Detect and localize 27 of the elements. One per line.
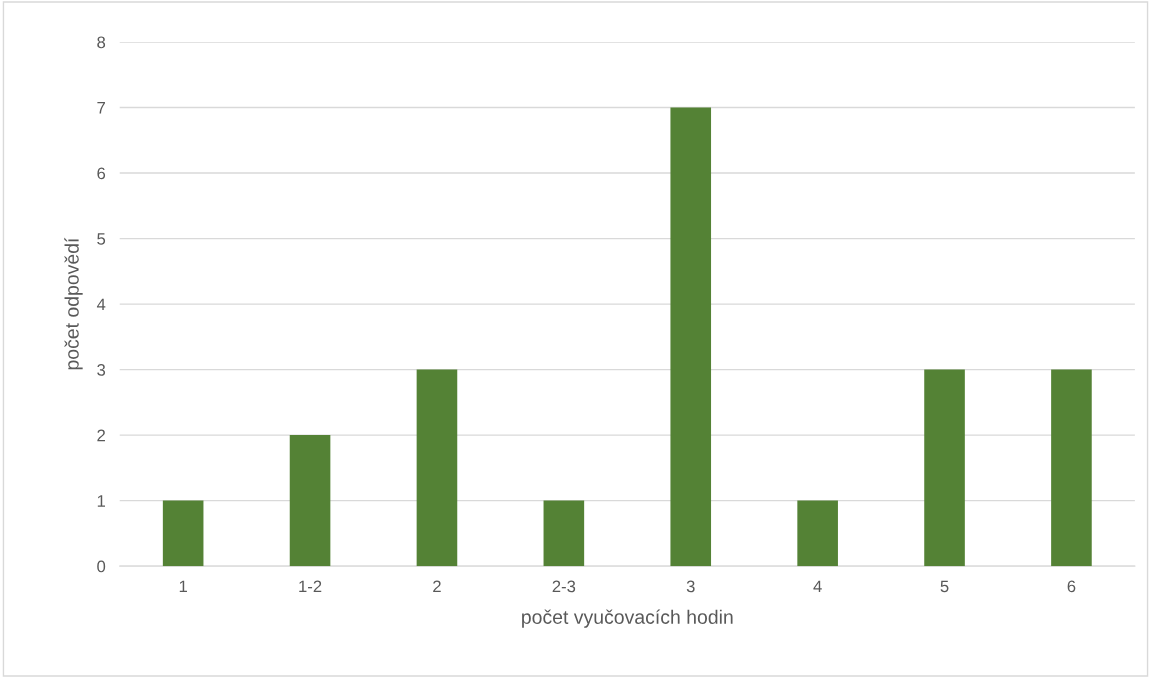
y-tick-label: 2 [97, 429, 105, 442]
bar [670, 107, 712, 567]
x-tick-label: 2-3 [552, 580, 576, 593]
y-tick-label: 7 [97, 102, 105, 114]
x-tick-label: 2 [433, 580, 441, 593]
y-tick-label: 1 [97, 495, 105, 507]
x-tick-label: 4 [813, 580, 822, 593]
bar [797, 500, 838, 567]
x-tick-label: 3 [686, 580, 695, 593]
bar [1051, 369, 1092, 567]
bar [416, 369, 458, 567]
bar [924, 369, 965, 567]
x-tick-label: 1 [179, 580, 187, 593]
bar [289, 435, 331, 567]
x-tick-label: 5 [940, 580, 949, 593]
y-tick-label: 4 [96, 298, 106, 311]
x-tick-label: 6 [1067, 580, 1076, 593]
bar [543, 500, 585, 567]
x-tick-label: 1-2 [299, 580, 322, 593]
bar [162, 500, 204, 567]
y-tick-label: 6 [97, 167, 106, 180]
y-tick-label: 0 [97, 560, 106, 573]
x-axis-title: počet vyučovacích hodin [522, 609, 733, 628]
y-tick-label: 8 [97, 36, 106, 49]
y-tick-label: 3 [97, 364, 106, 376]
y-axis-title: počet odpovědí [64, 237, 83, 370]
y-tick-label: 5 [97, 233, 106, 245]
